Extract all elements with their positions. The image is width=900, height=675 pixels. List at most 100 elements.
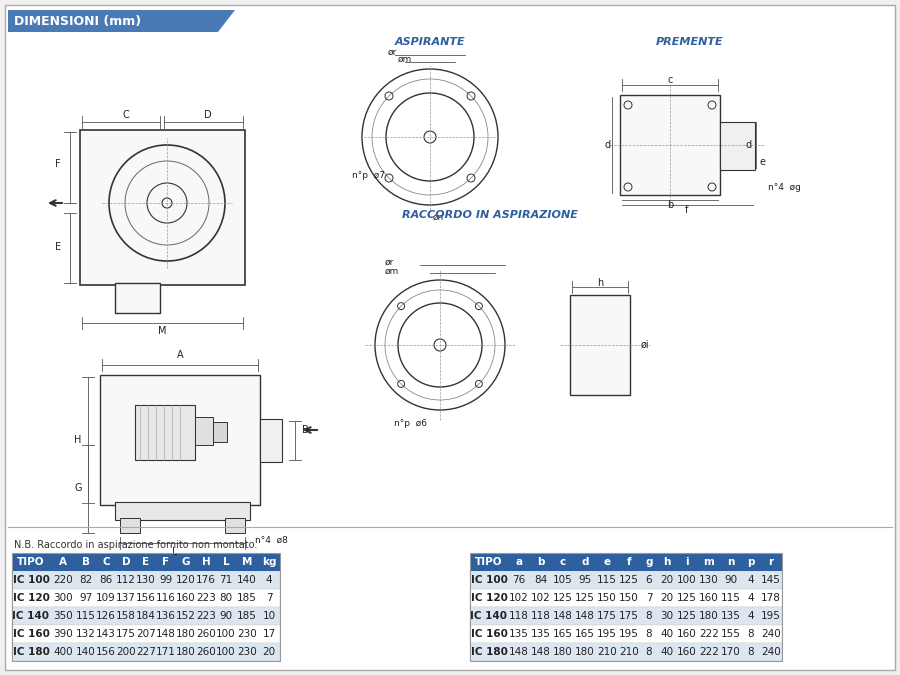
Text: 6: 6 [645, 575, 652, 585]
Bar [12, 607, 280, 625]
Text: 156: 156 [96, 647, 116, 657]
Text: 109: 109 [96, 593, 116, 603]
Text: 8: 8 [645, 629, 652, 639]
Text: IC 160: IC 160 [471, 629, 508, 639]
Text: 118: 118 [509, 611, 529, 621]
Text: 120: 120 [176, 575, 196, 585]
Text: 86: 86 [99, 575, 112, 585]
Text: 185: 185 [237, 593, 256, 603]
Text: 115: 115 [721, 593, 741, 603]
Text: 200: 200 [116, 647, 136, 657]
Text: 170: 170 [721, 647, 741, 657]
Text: TIPO: TIPO [475, 557, 503, 567]
Text: c: c [667, 75, 672, 85]
Text: 148: 148 [156, 629, 176, 639]
Text: M: M [158, 326, 166, 336]
Bar [470, 553, 782, 661]
Bar [225, 518, 245, 533]
Text: B: B [302, 425, 309, 435]
Text: 178: 178 [761, 593, 781, 603]
Text: 8: 8 [645, 611, 652, 621]
Polygon shape [218, 10, 235, 32]
Text: H: H [75, 435, 82, 445]
Text: 4: 4 [748, 593, 754, 603]
Text: f: f [626, 557, 631, 567]
Text: 140: 140 [76, 647, 96, 657]
Text: 180: 180 [554, 647, 573, 657]
Text: 135: 135 [721, 611, 741, 621]
Text: 150: 150 [619, 593, 639, 603]
Text: n°p  ø7: n°p ø7 [352, 171, 384, 180]
Text: c: c [560, 557, 566, 567]
Text: 220: 220 [53, 575, 73, 585]
Text: 195: 195 [761, 611, 781, 621]
Text: 130: 130 [136, 575, 156, 585]
Bar [115, 502, 250, 520]
Text: IC 140: IC 140 [471, 611, 508, 621]
Text: 8: 8 [748, 629, 754, 639]
Bar [213, 422, 227, 442]
Text: 150: 150 [597, 593, 617, 603]
Text: 230: 230 [237, 629, 256, 639]
Text: a: a [516, 557, 523, 567]
Text: 175: 175 [116, 629, 136, 639]
Text: IC 100: IC 100 [471, 575, 508, 585]
Text: 145: 145 [761, 575, 781, 585]
Text: kg: kg [262, 557, 276, 567]
Text: ør: ør [388, 47, 397, 57]
Text: 20: 20 [661, 593, 673, 603]
Text: 95: 95 [579, 575, 591, 585]
Text: IC 140: IC 140 [13, 611, 50, 621]
Bar [470, 625, 782, 643]
Text: 8: 8 [645, 647, 652, 657]
Text: 240: 240 [761, 629, 781, 639]
Bar [8, 10, 218, 32]
Text: E: E [55, 242, 61, 252]
Text: 148: 148 [509, 647, 529, 657]
Text: 180: 180 [176, 647, 196, 657]
Text: d: d [745, 140, 751, 150]
Text: 195: 195 [597, 629, 617, 639]
Text: 115: 115 [76, 611, 96, 621]
Text: 185: 185 [237, 611, 256, 621]
Text: 148: 148 [554, 611, 573, 621]
Text: 115: 115 [597, 575, 617, 585]
Bar [12, 589, 280, 607]
Text: 160: 160 [699, 593, 719, 603]
Text: 100: 100 [216, 629, 236, 639]
Text: F: F [55, 159, 61, 169]
Bar [12, 643, 280, 661]
Text: 30: 30 [661, 611, 673, 621]
Text: 160: 160 [176, 593, 196, 603]
Bar [620, 95, 720, 195]
Text: 300: 300 [53, 593, 73, 603]
Text: p: p [747, 557, 755, 567]
Text: DIMENSIONI (mm): DIMENSIONI (mm) [14, 14, 141, 28]
Text: 135: 135 [531, 629, 551, 639]
Text: n°4  øg: n°4 øg [768, 182, 801, 192]
Text: N.B. Raccordo in aspirazione fornito non montato.: N.B. Raccordo in aspirazione fornito non… [14, 540, 257, 550]
Text: H: H [202, 557, 211, 567]
Text: 8: 8 [748, 647, 754, 657]
Text: b: b [667, 200, 673, 210]
Text: 171: 171 [156, 647, 176, 657]
Text: 20: 20 [263, 647, 275, 657]
Text: 210: 210 [619, 647, 639, 657]
Text: 160: 160 [677, 629, 697, 639]
Text: 116: 116 [156, 593, 176, 603]
Bar [12, 625, 280, 643]
Text: 20: 20 [661, 575, 673, 585]
Text: A: A [176, 350, 184, 360]
Text: 160: 160 [677, 647, 697, 657]
Text: 230: 230 [237, 647, 256, 657]
Text: 223: 223 [196, 611, 216, 621]
Text: 100: 100 [677, 575, 697, 585]
Text: 180: 180 [176, 629, 196, 639]
Bar [100, 375, 260, 505]
Text: IC 120: IC 120 [471, 593, 508, 603]
Text: 227: 227 [136, 647, 156, 657]
Text: 4: 4 [266, 575, 273, 585]
Text: 223: 223 [196, 593, 216, 603]
Text: 17: 17 [263, 629, 275, 639]
Text: 125: 125 [554, 593, 573, 603]
